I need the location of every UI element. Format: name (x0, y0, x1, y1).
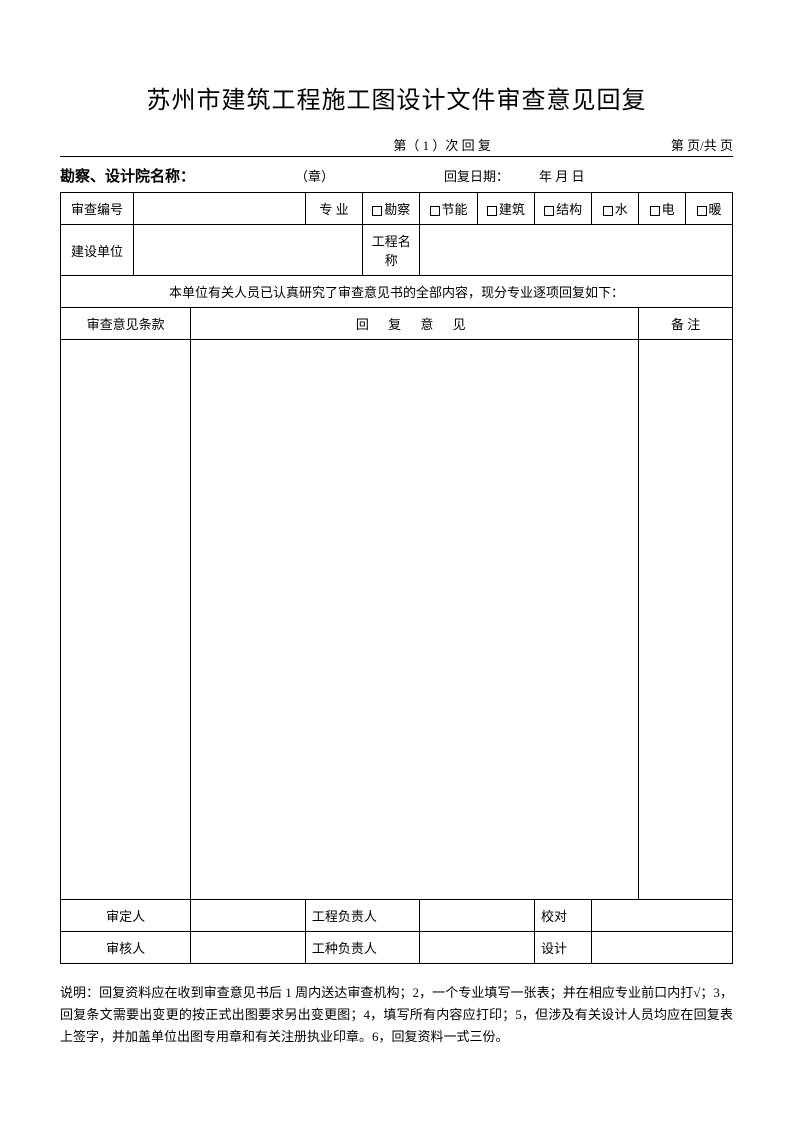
main-form-table: 审查编号 专 业 勘察 节能 建筑 结构 水 电 暖 建设单位 工程名称 本单位… (60, 192, 733, 964)
header-row: 勘察、设计院名称： （章） 回复日期： 年 月 日 (60, 165, 733, 186)
row-build-unit: 建设单位 工程名称 (61, 225, 733, 276)
design-label: 设计 (535, 932, 592, 964)
project-name-label: 工程名称 (363, 225, 420, 276)
page-title: 苏州市建筑工程施工图设计文件审查意见回复 (60, 80, 733, 115)
approver-label: 审定人 (61, 900, 191, 932)
check-energy[interactable]: 节能 (420, 193, 477, 225)
approver-value[interactable] (191, 900, 306, 932)
footer-note: 说明：回复资料应在收到审查意见书后 1 周内送达审查机构；2，一个专业填写一张表… (60, 982, 733, 1048)
check-water[interactable]: 水 (592, 193, 639, 225)
project-name-value[interactable] (420, 225, 733, 276)
col-reply-header: 回 复 意 见 (191, 308, 639, 340)
check-arch[interactable]: 建筑 (477, 193, 534, 225)
reviewer-label: 审核人 (61, 932, 191, 964)
check-hvac[interactable]: 暖 (686, 193, 733, 225)
reply-date-label: 回复日期： (444, 166, 539, 185)
reply-count: 第（ 1 ）次 回 复 (393, 135, 671, 154)
major-label: 专 业 (305, 193, 362, 225)
build-unit-label: 建设单位 (61, 225, 134, 276)
proj-lead-label: 工程负责人 (305, 900, 420, 932)
page-indicator: 第 页/共 页 (671, 135, 733, 154)
reviewer-value[interactable] (191, 932, 306, 964)
row-body-header: 审查意见条款 回 复 意 见 备 注 (61, 308, 733, 340)
row-body-content (61, 340, 733, 900)
row-review-number: 审查编号 专 业 勘察 节能 建筑 结构 水 电 暖 (61, 193, 733, 225)
proof-label: 校对 (535, 900, 592, 932)
row-statement: 本单位有关人员已认真研究了审查意见书的全部内容，现分专业逐项回复如下： (61, 276, 733, 308)
stamp-label: （章） (295, 166, 444, 185)
col-clause-header: 审查意见条款 (61, 308, 191, 340)
review-number-label: 审查编号 (61, 193, 134, 225)
reply-cell[interactable] (191, 340, 639, 900)
trade-lead-label: 工种负责人 (305, 932, 420, 964)
check-elec[interactable]: 电 (639, 193, 686, 225)
proj-lead-value[interactable] (420, 900, 535, 932)
check-survey[interactable]: 勘察 (363, 193, 420, 225)
review-number-value[interactable] (133, 193, 305, 225)
top-rule-line: 第（ 1 ）次 回 复 第 页/共 页 (60, 135, 733, 157)
note-cell[interactable] (639, 340, 733, 900)
build-unit-value[interactable] (133, 225, 362, 276)
org-name-label: 勘察、设计院名称： (60, 165, 295, 186)
clause-cell[interactable] (61, 340, 191, 900)
statement-text: 本单位有关人员已认真研究了审查意见书的全部内容，现分专业逐项回复如下： (61, 276, 733, 308)
row-sign-2: 审核人 工种负责人 设计 (61, 932, 733, 964)
col-note-header: 备 注 (639, 308, 733, 340)
row-sign-1: 审定人 工程负责人 校对 (61, 900, 733, 932)
check-struct[interactable]: 结构 (535, 193, 592, 225)
trade-lead-value[interactable] (420, 932, 535, 964)
proof-value[interactable] (592, 900, 733, 932)
reply-date-value: 年 月 日 (539, 166, 585, 185)
design-value[interactable] (592, 932, 733, 964)
